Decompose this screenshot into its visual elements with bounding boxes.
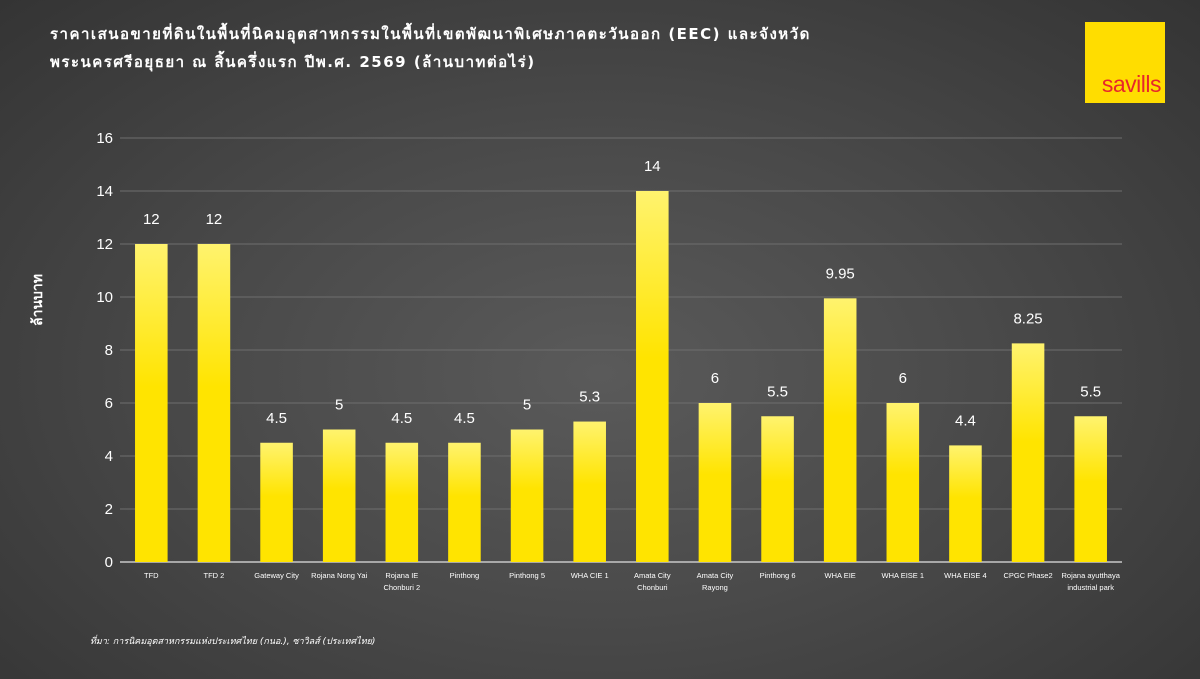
bar bbox=[135, 244, 168, 562]
data-labels: 12 12 4.5 5 4.5 4.5 5 5.3 14 6 5.5 9.95 6 4.4 8.25 5.5 bbox=[143, 158, 1101, 429]
bar bbox=[385, 442, 419, 562]
bar bbox=[949, 445, 982, 562]
bar bbox=[761, 416, 794, 562]
data-label: 5.3 bbox=[579, 389, 600, 406]
chart-title: ราคาเสนอขายที่ดินในพื้นที่นิคมอุตสาหกรรม… bbox=[50, 20, 1050, 76]
bar bbox=[1074, 416, 1107, 562]
data-label: 4.5 bbox=[266, 410, 287, 427]
chart-title-line-2: พระนครศรีอยุธยา ณ สิ้นครึ่งแรก ปีพ.ศ. 25… bbox=[50, 53, 536, 71]
x-tick-label: Rayong bbox=[702, 583, 728, 592]
bar bbox=[448, 442, 481, 562]
data-label: 4.5 bbox=[454, 410, 475, 427]
bar bbox=[636, 191, 669, 562]
bar bbox=[322, 429, 356, 562]
data-label: 8.25 bbox=[1013, 310, 1042, 327]
data-label: 14 bbox=[644, 158, 661, 175]
bars bbox=[135, 191, 1107, 562]
data-label: 12 bbox=[143, 211, 160, 228]
x-tick-label: Gateway City bbox=[254, 571, 299, 580]
bar bbox=[1011, 343, 1045, 562]
bar bbox=[197, 244, 231, 562]
x-tick-label: CPGC Phase2 bbox=[1003, 571, 1052, 580]
data-label: 6 bbox=[899, 370, 907, 387]
y-tick-label: 14 bbox=[96, 183, 113, 200]
y-tick-label: 0 bbox=[105, 554, 113, 571]
chart-title-line-1: ราคาเสนอขายที่ดินในพื้นที่นิคมอุตสาหกรรม… bbox=[50, 25, 811, 43]
x-tick-label: WHA EISE 4 bbox=[944, 571, 987, 580]
data-label: 5.5 bbox=[1080, 383, 1101, 400]
x-tick-label: industrial park bbox=[1067, 583, 1114, 592]
x-tick-label: WHA CIE 1 bbox=[571, 571, 609, 580]
data-label: 4.4 bbox=[955, 412, 976, 429]
data-label: 9.95 bbox=[826, 265, 855, 282]
x-tick-label: Chonburi 2 bbox=[383, 583, 420, 592]
bar bbox=[823, 298, 857, 562]
y-tick-label: 2 bbox=[105, 501, 113, 518]
x-tick-label: TFD 2 bbox=[204, 571, 225, 580]
y-tick-label: 16 bbox=[96, 130, 113, 147]
data-label: 5.5 bbox=[767, 383, 788, 400]
x-tick-label: Pinthong 6 bbox=[760, 571, 796, 580]
y-tick-label: 6 bbox=[105, 395, 113, 412]
x-tick-label: Rojana IE bbox=[385, 571, 418, 580]
x-tick-label: Pinthong 5 bbox=[509, 571, 545, 580]
x-tick-label: Amata City bbox=[697, 571, 734, 580]
bar bbox=[573, 421, 606, 562]
savills-logo-text: savills bbox=[1101, 71, 1162, 97]
y-axis-ticks: 0 2 4 6 8 10 12 14 16 bbox=[96, 130, 113, 571]
x-tick-label: Rojana Nong Yai bbox=[311, 571, 367, 580]
x-tick-label: Amata City bbox=[634, 571, 671, 580]
y-tick-label: 12 bbox=[96, 236, 113, 253]
x-axis-categories: TFD TFD 2 Gateway City Rojana Nong Yai Rojan… bbox=[144, 571, 1121, 592]
x-tick-label: WHA EISE 1 bbox=[882, 571, 925, 580]
data-label: 5 bbox=[335, 397, 343, 414]
bar bbox=[886, 403, 920, 562]
bar bbox=[698, 403, 732, 562]
data-label: 6 bbox=[711, 370, 719, 387]
x-tick-label: WHA EIE bbox=[825, 571, 856, 580]
x-tick-label: Chonburi bbox=[637, 583, 668, 592]
bar bbox=[510, 429, 544, 562]
y-tick-label: 4 bbox=[105, 448, 113, 465]
bar bbox=[260, 442, 293, 562]
x-tick-label: Rojana ayutthaya bbox=[1062, 571, 1121, 580]
x-tick-label: TFD bbox=[144, 571, 159, 580]
y-tick-label: 8 bbox=[105, 342, 113, 359]
source-note: ที่มา: การนิคมอุตสาหกรรมแห่งประเทศไทย (ก… bbox=[90, 637, 376, 647]
y-tick-label: 10 bbox=[96, 289, 113, 306]
x-tick-label: Pinthong bbox=[450, 571, 480, 580]
data-label: 5 bbox=[523, 397, 531, 414]
savills-logo: savills bbox=[1085, 22, 1165, 103]
data-label: 4.5 bbox=[391, 410, 412, 427]
data-label: 12 bbox=[206, 211, 223, 228]
